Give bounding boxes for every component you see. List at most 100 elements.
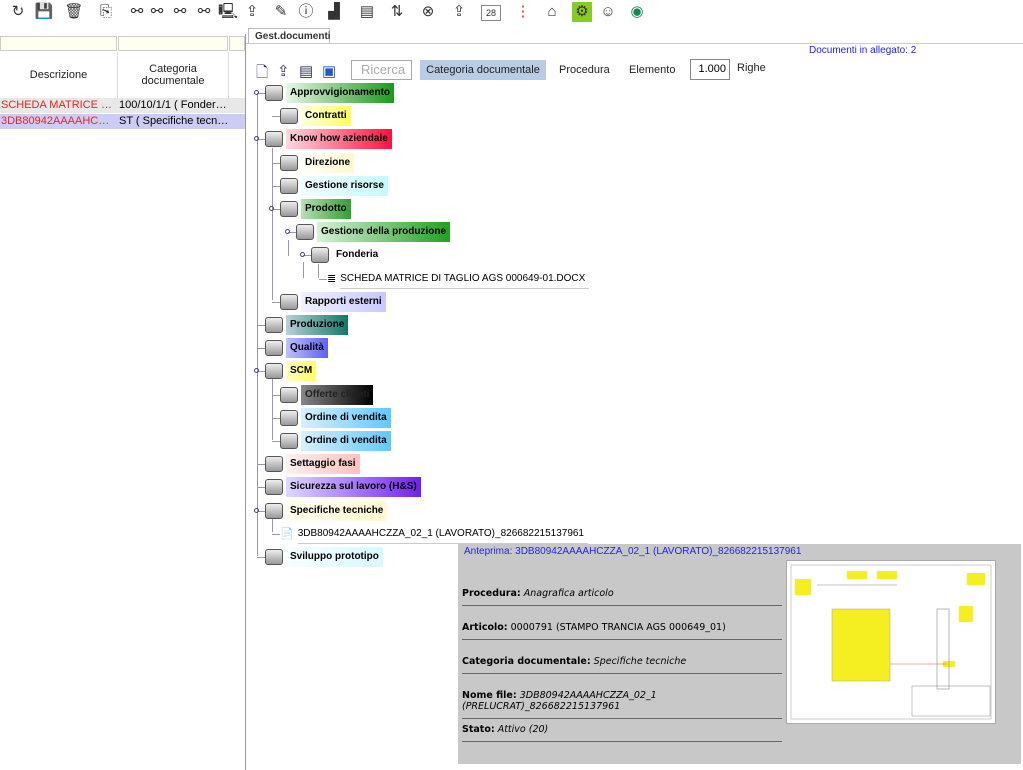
- tree-connector: [272, 417, 280, 419]
- tree-node-label: Contratti: [301, 106, 351, 127]
- tree-connector: [288, 240, 289, 256]
- film-icon[interactable]: ▤: [299, 63, 314, 80]
- tree-node-file[interactable]: 📄 3DB80942AAAAHCZZA_02_1 (LAVORATO)_82668…: [280, 524, 588, 544]
- save-icon[interactable]: ▣: [322, 63, 337, 80]
- column-header-categoria[interactable]: Categoria documentale: [118, 52, 229, 98]
- tree-connector: [288, 232, 296, 234]
- tree-connector: [303, 262, 304, 278]
- tree-node-folder[interactable]: Ordine di vendita: [280, 407, 391, 428]
- tree-node-folder[interactable]: Direzione: [280, 152, 355, 173]
- tree-connector: [257, 557, 265, 558]
- elemento-button[interactable]: Elemento: [629, 64, 676, 76]
- binoculars-icon[interactable]: ⚯: [130, 3, 144, 20]
- tree-node-folder[interactable]: Settaggio fasi: [265, 454, 360, 475]
- binoculars-a-icon[interactable]: ⚯: [173, 3, 187, 20]
- expand-toggle-icon[interactable]: [254, 90, 259, 95]
- tab-gest-documenti[interactable]: Gest.documenti: [248, 28, 331, 44]
- tree-node-folder[interactable]: Sviluppo prototipo: [265, 547, 383, 567]
- preview-field: Stato: Attivo (20): [462, 724, 782, 742]
- pdf-file-icon: 📄: [280, 528, 294, 541]
- tree-node-label: Prodotto: [301, 199, 351, 219]
- export-icon[interactable]: ⇪: [452, 3, 466, 20]
- tree-connector: [257, 487, 265, 489]
- tree-node-folder[interactable]: Qualità: [265, 338, 328, 359]
- expand-toggle-icon[interactable]: [254, 507, 259, 513]
- tree-node-file[interactable]: ≣ SCHEDA MATRICE DI TAGLIO AGS 000649-01.…: [327, 269, 590, 289]
- calendar-icon[interactable]: 28: [481, 5, 501, 21]
- expand-toggle-icon[interactable]: [300, 252, 305, 258]
- tree-node-label: Ordine di vendita: [301, 431, 391, 451]
- save-icon[interactable]: 💾: [34, 3, 54, 20]
- tree-node-folder[interactable]: Fonderia: [311, 245, 383, 266]
- preview-thumbnail[interactable]: [786, 560, 996, 724]
- archive-box-icon: [265, 363, 283, 380]
- tree-node-folder[interactable]: Produzione: [265, 315, 349, 335]
- technical-drawing-image: [790, 564, 992, 720]
- archive-box-icon: [265, 456, 283, 473]
- filter-extra[interactable]: [229, 36, 245, 51]
- gears-icon[interactable]: ⚙: [572, 2, 592, 22]
- binoculars-s-icon[interactable]: ⚯: [150, 3, 164, 20]
- column-header-descrizione[interactable]: Descrizione: [0, 52, 118, 98]
- preview-field-value: Anagrafica articolo: [523, 588, 614, 599]
- tree-file-label: SCHEDA MATRICE DI TAGLIO AGS 000649-01.D…: [340, 269, 590, 289]
- binoculars-filter-icon[interactable]: ⚯: [197, 3, 211, 20]
- tree-node-folder[interactable]: Approvvigionamento: [265, 83, 395, 103]
- upload-icon[interactable]: ⇪: [245, 3, 259, 20]
- tree-node-folder[interactable]: Specifiche tecniche: [265, 500, 388, 521]
- preview-field: Procedura: Anagrafica articolo: [462, 588, 782, 606]
- document-delete-icon[interactable]: ⊗: [421, 3, 435, 20]
- tree-connector: [272, 162, 280, 164]
- copy-icon[interactable]: ⎘: [99, 3, 112, 20]
- procedura-button[interactable]: Procedura: [559, 64, 610, 76]
- edit-icon[interactable]: ✎: [274, 3, 288, 20]
- tree-node-folder[interactable]: Rapporti esterni: [280, 291, 386, 312]
- search-input[interactable]: Ricerca: [351, 60, 412, 80]
- tree-node-folder[interactable]: Gestione della produzione: [296, 222, 451, 243]
- tree-connector: [272, 441, 280, 442]
- tree-node-folder[interactable]: SCM: [265, 361, 317, 382]
- tree-node-folder[interactable]: Offerte clienti: [280, 384, 374, 405]
- preview-field-label: Stato:: [462, 724, 495, 735]
- tree-node-folder[interactable]: Gestione risorse: [280, 175, 388, 196]
- sort-icon[interactable]: ⇅: [390, 3, 404, 20]
- attachments-count: Documenti in allegato: 2: [809, 45, 917, 56]
- tree-node-folder[interactable]: Contratti: [280, 106, 351, 127]
- archive-box-icon: [265, 549, 283, 565]
- expand-toggle-icon[interactable]: [285, 229, 290, 235]
- globe-icon[interactable]: ◉: [630, 3, 644, 20]
- tree-node-folder[interactable]: Prodotto: [280, 199, 351, 219]
- archive-box-icon: [265, 131, 283, 148]
- upload-icon[interactable]: ⇪: [277, 63, 290, 80]
- table-row[interactable]: SCHEDA MATRICE DI TA... 100/10/1/1 ( Fon…: [0, 98, 245, 113]
- categoria-documentale-button[interactable]: Categoria documentale: [420, 60, 546, 80]
- traffic-light-icon[interactable]: ⋮: [515, 3, 531, 20]
- filter-descrizione[interactable]: [0, 36, 117, 51]
- filter-categoria[interactable]: [118, 36, 228, 51]
- archive-box-icon: [280, 409, 298, 426]
- archive-box-icon: [265, 502, 283, 519]
- undo-icon[interactable]: ↻: [11, 3, 25, 20]
- chart-icon[interactable]: ▟: [328, 3, 340, 20]
- tree-connector: [257, 510, 265, 512]
- tree-connector: [257, 93, 258, 556]
- archive-box-icon: [265, 85, 283, 101]
- computer-icon[interactable]: 🖳: [218, 3, 239, 20]
- tree-node-folder[interactable]: Ordine di vendita: [280, 431, 391, 451]
- expand-toggle-icon[interactable]: [254, 368, 259, 374]
- info-icon[interactable]: ⓘ: [298, 3, 314, 20]
- righe-input[interactable]: 1.000: [690, 59, 730, 80]
- user-icon[interactable]: ☺: [600, 3, 616, 20]
- archive-box-icon: [280, 108, 298, 125]
- delete-icon[interactable]: 🗑: [64, 3, 84, 20]
- table-row[interactable]: 3DB80942AAAAHCZZA_... ST ( Specifiche te…: [0, 114, 245, 129]
- tree-node-folder[interactable]: Know how aziendale: [265, 129, 392, 150]
- new-document-icon[interactable]: 🗋: [256, 64, 269, 81]
- tree-connector: [257, 464, 265, 466]
- document-list-icon[interactable]: ▤: [359, 3, 375, 20]
- expand-toggle-icon[interactable]: [269, 206, 274, 211]
- archive-icon[interactable]: ⌂: [547, 3, 557, 20]
- expand-toggle-icon[interactable]: [254, 136, 259, 142]
- preview-field: Articolo: 0000791 (STAMPO TRANCIA AGS 00…: [462, 622, 782, 640]
- tree-node-folder[interactable]: Sicurezza sul lavoro (H&S): [265, 477, 421, 498]
